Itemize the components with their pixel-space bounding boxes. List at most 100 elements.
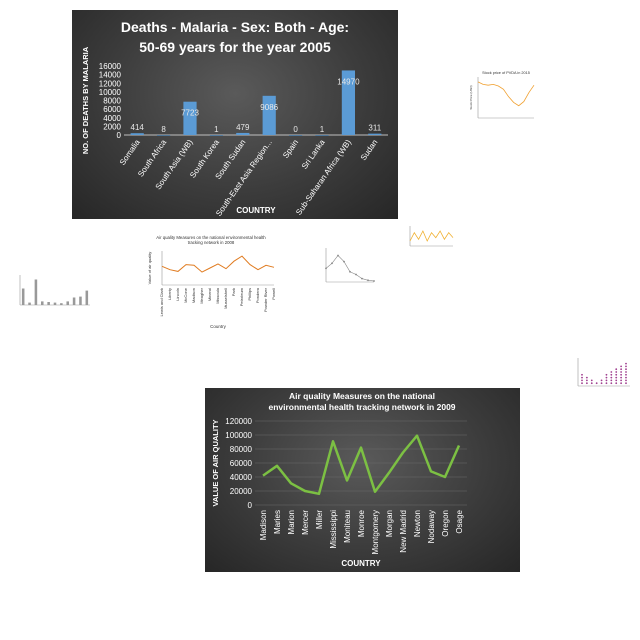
data-point [600,379,603,382]
x-tick-label: Petroleum [239,287,244,306]
data-point [355,273,357,276]
series-line [477,81,535,107]
x-tick-label: Madison [259,510,268,540]
data-point [615,379,618,382]
series-line [262,434,461,496]
bar [341,70,355,135]
data-point [581,373,583,376]
data-point [581,379,583,382]
y-axis-label: Value of air quality [147,252,152,285]
data-point [610,376,613,379]
bar [60,303,63,305]
bar [47,302,50,305]
bar [34,279,38,305]
y-tick-label: 120000 [225,417,252,426]
data-label: 14970 [337,77,360,86]
grey-line-chart [318,242,378,287]
y-tick-label: 16000 [99,62,122,71]
data-point [605,379,608,382]
data-point [625,382,627,385]
chart-title-line: 50-69 years for the year 2005 [139,39,331,55]
x-axis-label: COUNTRY [341,559,381,568]
bar [262,95,276,135]
x-tick-label: Madison [191,288,196,303]
y-tick-label: 6000 [103,105,121,114]
x-tick-label: Mineral [207,288,212,301]
x-tick-label: Phillips [247,288,252,301]
zigzag-chart-svg [409,226,454,247]
y-tick-label: 80000 [230,445,253,454]
malaria-deaths-chart: Deaths - Malaria - Sex: Both - Age: 50-69… [72,10,398,219]
data-point [620,371,623,373]
data-point [343,260,345,263]
x-tick-label: Lincoln [175,288,180,301]
y-tick-label: 4000 [103,114,121,123]
x-tick-label: Pondera [255,287,260,303]
x-tick-label: Meagher [199,287,204,303]
data-point [620,368,623,371]
x-tick-label: Powder River [263,287,268,312]
chart-title-line: Air quality Measures on the national env… [156,235,266,240]
x-tick-label: Lewis and Clark [159,288,164,316]
data-point [585,379,588,382]
x-tick-label: Sub-Saharan Africa (WB) [294,138,353,217]
data-point [605,373,608,376]
air-quality-2009-svg: Air quality Measures on the nationalenvi… [211,391,467,568]
y-tick-label: 12000 [99,79,122,88]
data-point [620,382,623,385]
data-point [331,262,333,265]
x-tick-label: Missoula [215,287,220,304]
x-tick-label: Marion [287,510,296,534]
y-tick-label: 0 [248,501,253,510]
x-tick-label: McCone [183,287,188,303]
data-point [325,267,327,270]
data-point [620,365,623,368]
data-point [625,365,627,368]
purple-dot-svg [577,358,630,387]
bar [236,132,250,135]
data-label: 479 [236,123,250,132]
data-point [625,371,627,373]
x-tick-label: Morgan [385,510,394,537]
data-point [581,382,583,385]
bar [85,290,89,305]
x-tick-label: Oregon [441,510,450,537]
bar [21,288,25,305]
y-tick-label: 40000 [230,473,253,482]
y-tick-label: 14000 [99,71,122,80]
grey-chart-svg [325,248,375,283]
data-label: 7723 [181,109,199,118]
x-tick-label: Miller [315,510,324,529]
data-point [595,382,598,385]
y-tick-label: 0 [117,131,122,140]
data-label: 414 [131,123,145,132]
data-point [610,382,613,385]
grey-bar-chart [6,265,94,325]
bar [72,297,76,305]
x-tick-label: Monroe [357,509,366,537]
zigzag-line-chart [406,222,456,250]
data-point [625,373,627,376]
data-point [361,277,363,280]
data-point [610,371,613,373]
data-point [620,373,623,376]
bar [368,133,382,135]
x-tick-label: Somalia [118,138,142,167]
air-quality-2009-chart: Air quality Measures on the national envi… [205,388,520,572]
data-point [615,376,618,379]
x-tick-label: Maries [273,510,282,534]
x-tick-label: Musselshell [223,288,228,309]
x-tick-label: Newton [413,510,422,537]
data-label: 1 [320,125,325,134]
data-point [367,279,369,282]
grey-bar-svg [19,275,90,306]
x-axis-label: COUNTRY [236,206,276,215]
x-tick-label: New Madrid [399,510,408,553]
y-tick-label: 100000 [225,431,252,440]
y-axis-label: VALUE OF AIR QUALITY [211,419,220,506]
data-label: 0 [293,125,298,134]
bar [28,302,31,305]
data-point [625,362,627,365]
data-point [600,382,603,385]
x-tick-label: Mississippi [329,510,338,549]
